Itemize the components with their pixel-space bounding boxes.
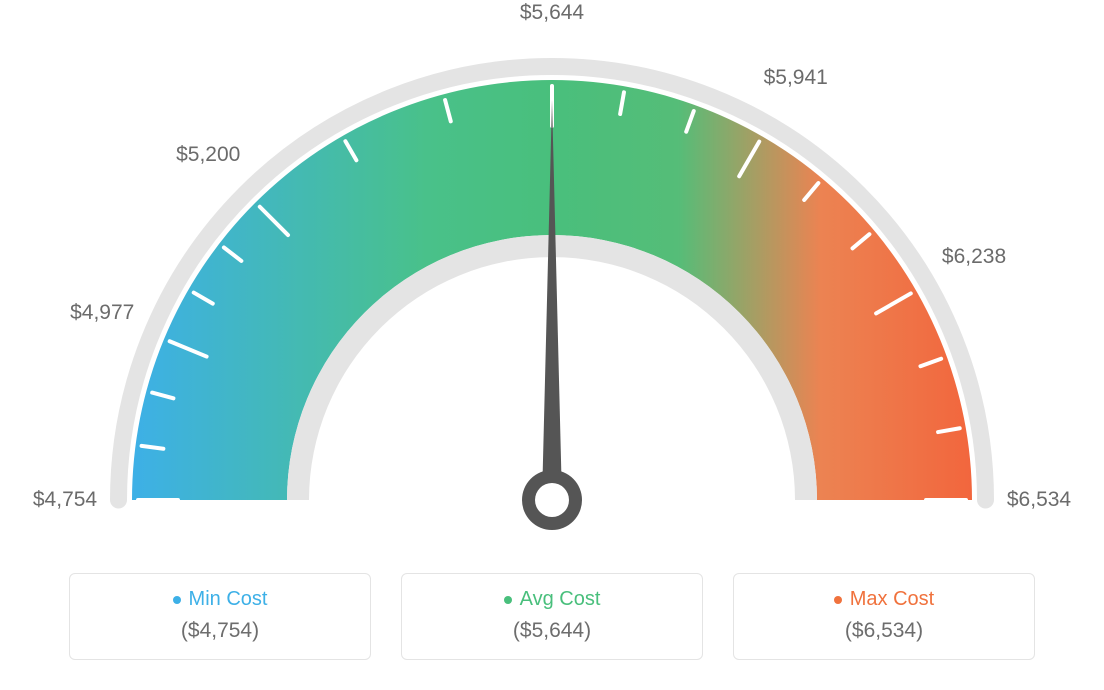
legend-title-max: Max Cost xyxy=(834,588,934,611)
legend-card-max: Max Cost ($6,534) xyxy=(733,573,1035,660)
legend-label: Avg Cost xyxy=(520,588,601,611)
legend-title-avg: Avg Cost xyxy=(504,588,601,611)
legend-card-avg: Avg Cost ($5,644) xyxy=(401,573,703,660)
chart-container: $4,754 $4,977 $5,200 $5,644 $5,941 $6,238 $6,5… xyxy=(0,0,1104,690)
dot-icon xyxy=(173,596,181,604)
gauge-tick-label: $5,644 xyxy=(520,1,584,25)
gauge-tick-label: $5,200 xyxy=(176,143,240,167)
legend-label: Min Cost xyxy=(189,588,268,611)
dot-icon xyxy=(504,596,512,604)
gauge-tick-label: $5,941 xyxy=(764,66,828,90)
legend-label: Max Cost xyxy=(850,588,934,611)
legend-row: Min Cost ($4,754) Avg Cost ($5,644) Max … xyxy=(0,573,1104,660)
legend-card-min: Min Cost ($4,754) xyxy=(69,573,371,660)
gauge-tick-label: $6,534 xyxy=(1007,488,1071,512)
legend-value: ($5,644) xyxy=(513,619,591,643)
gauge-svg xyxy=(0,0,1104,560)
legend-value: ($4,754) xyxy=(181,619,259,643)
gauge-tick-label: $4,977 xyxy=(70,301,134,325)
gauge-tick-label: $4,754 xyxy=(33,488,97,512)
legend-value: ($6,534) xyxy=(845,619,923,643)
dot-icon xyxy=(834,596,842,604)
gauge-tick-label: $6,238 xyxy=(942,245,1006,269)
legend-title-min: Min Cost xyxy=(173,588,268,611)
gauge-chart: $4,754 $4,977 $5,200 $5,644 $5,941 $6,238 $6,5… xyxy=(0,0,1104,560)
